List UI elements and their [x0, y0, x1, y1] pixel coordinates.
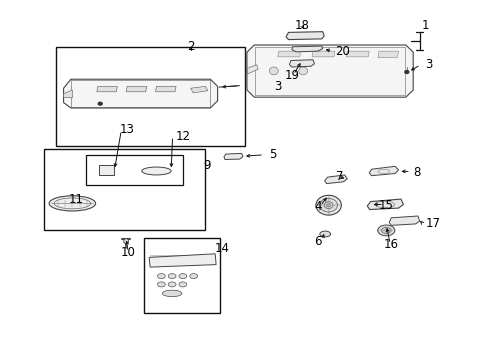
Polygon shape — [324, 175, 346, 184]
Text: 8: 8 — [412, 166, 420, 179]
Polygon shape — [285, 32, 324, 40]
Text: 2: 2 — [186, 40, 194, 53]
Text: 15: 15 — [378, 199, 393, 212]
Polygon shape — [190, 86, 207, 93]
Polygon shape — [155, 86, 176, 92]
Text: 16: 16 — [383, 238, 398, 251]
Text: 4: 4 — [313, 201, 321, 213]
Polygon shape — [346, 51, 368, 57]
Polygon shape — [63, 90, 72, 98]
Polygon shape — [246, 45, 412, 97]
Ellipse shape — [319, 231, 330, 237]
Polygon shape — [126, 86, 146, 92]
Text: 6: 6 — [313, 235, 321, 248]
Polygon shape — [289, 60, 314, 67]
Text: 14: 14 — [215, 242, 230, 255]
Polygon shape — [63, 79, 217, 108]
Ellipse shape — [179, 274, 186, 279]
Ellipse shape — [168, 282, 176, 287]
Ellipse shape — [123, 239, 128, 244]
Polygon shape — [246, 65, 258, 74]
Polygon shape — [149, 254, 216, 267]
Ellipse shape — [324, 202, 332, 208]
Polygon shape — [388, 216, 419, 225]
Bar — [144, 238, 220, 313]
Text: 5: 5 — [268, 148, 276, 161]
Text: 19: 19 — [285, 69, 299, 82]
Text: 12: 12 — [176, 130, 191, 143]
Text: 3: 3 — [273, 80, 281, 93]
Text: 3: 3 — [425, 58, 432, 71]
Ellipse shape — [142, 167, 171, 175]
Ellipse shape — [315, 195, 341, 215]
Bar — [85, 155, 183, 185]
Text: 13: 13 — [120, 123, 134, 136]
Ellipse shape — [319, 198, 337, 212]
Polygon shape — [377, 51, 398, 58]
Ellipse shape — [179, 282, 186, 287]
Polygon shape — [291, 46, 322, 52]
Ellipse shape — [162, 290, 182, 297]
Bar — [99, 165, 114, 175]
Text: 7: 7 — [335, 170, 343, 183]
Ellipse shape — [189, 274, 197, 279]
Polygon shape — [97, 86, 117, 92]
Ellipse shape — [377, 225, 394, 236]
Ellipse shape — [298, 67, 307, 75]
Ellipse shape — [157, 274, 165, 279]
Ellipse shape — [326, 203, 330, 207]
Text: 20: 20 — [334, 45, 349, 58]
Polygon shape — [366, 199, 403, 210]
Ellipse shape — [269, 67, 278, 75]
Polygon shape — [224, 153, 243, 159]
Text: 9: 9 — [203, 159, 210, 172]
Text: 17: 17 — [425, 217, 440, 230]
Polygon shape — [311, 51, 334, 57]
Text: 18: 18 — [294, 19, 308, 32]
Text: 1: 1 — [421, 19, 428, 32]
Bar — [44, 149, 205, 230]
Ellipse shape — [168, 274, 176, 279]
Bar — [56, 47, 244, 146]
Polygon shape — [277, 51, 300, 57]
Text: 11: 11 — [68, 193, 83, 206]
Text: 10: 10 — [121, 246, 135, 259]
Circle shape — [404, 71, 408, 73]
Circle shape — [98, 102, 102, 105]
Ellipse shape — [49, 196, 95, 211]
Ellipse shape — [381, 228, 390, 234]
Polygon shape — [368, 166, 398, 176]
Ellipse shape — [157, 282, 165, 287]
